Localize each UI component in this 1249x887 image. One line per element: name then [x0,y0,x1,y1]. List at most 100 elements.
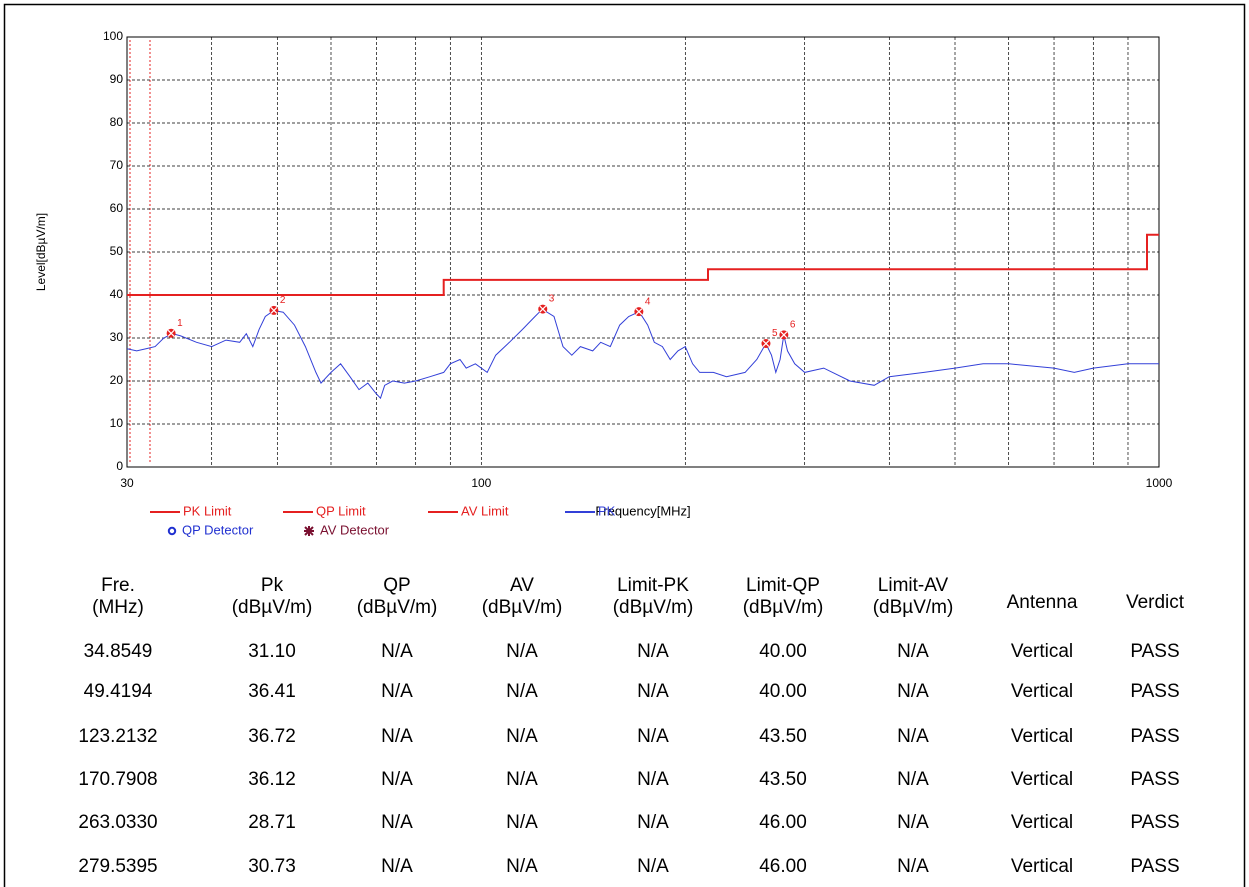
table-cell: N/A [381,726,413,747]
peak-marker [761,339,771,349]
legend-label: AV Limit [461,503,509,518]
legend-swatch [167,526,177,536]
table-cell: N/A [381,641,413,662]
legend-label: PK Limit [183,503,232,518]
series-line [127,233,1159,296]
table-cell: 34.8549 [84,641,153,662]
table-cell: Vertical [1011,641,1073,662]
table-cell: N/A [637,681,669,702]
peak-marker-label: 6 [790,320,796,331]
table-cell: 46.00 [759,812,807,833]
x-axis-label: Frequency[MHz] [595,503,690,518]
table-cell: 36.41 [248,681,296,702]
table-cell: PASS [1130,641,1179,662]
table-cell: 28.71 [248,812,296,833]
table-cell: Vertical [1011,812,1073,833]
peak-marker-label: 4 [645,296,651,307]
table-cell: N/A [897,812,929,833]
table-cell: 123.2132 [78,726,157,747]
y-tick-label: 60 [110,201,124,215]
table-cell: Vertical [1011,726,1073,747]
table-cell: N/A [381,681,413,702]
table-header: Limit-PK [617,575,689,596]
y-tick-label: 30 [110,330,124,344]
y-tick-label: 50 [110,244,124,258]
table-cell: 49.4194 [84,681,153,702]
table-cell: N/A [506,812,538,833]
table-cell: Vertical [1011,681,1073,702]
x-tick-label: 1000 [1146,476,1173,490]
peak-marker-cross [635,308,643,316]
table-cell: 40.00 [759,641,807,662]
table-cell: PASS [1130,856,1179,877]
y-tick-label: 40 [110,287,124,301]
table-cell: 36.12 [248,769,296,790]
table-cell: N/A [381,769,413,790]
peak-marker-label: 3 [549,294,555,305]
peak-marker [634,307,644,317]
table-cell: N/A [637,769,669,790]
table-cell: 43.50 [759,726,807,747]
table-cell: N/A [506,641,538,662]
x-tick-label: 100 [471,476,491,490]
table-header: (MHz) [92,597,144,618]
legend-swatch [304,526,314,536]
y-tick-label: 20 [110,373,124,387]
table-header: Verdict [1126,592,1185,613]
table-cell: N/A [506,769,538,790]
table-cell: N/A [506,726,538,747]
legend-label: QP Detector [182,522,254,537]
table-cell: 263.0330 [78,812,157,833]
y-tick-label: 100 [103,29,123,43]
table-header: Pk [261,575,284,596]
peak-marker-cross [539,305,547,313]
peak-marker [166,328,176,338]
peak-marker-label: 1 [177,318,183,329]
table-cell: N/A [897,856,929,877]
y-tick-label: 70 [110,158,124,172]
table-header: (dBµV/m) [232,597,313,618]
frame [3,3,1246,887]
table-cell: N/A [637,641,669,662]
x-tick-label: 30 [120,476,134,490]
table-cell: PASS [1130,726,1179,747]
table-cell: 31.10 [248,641,296,662]
peak-marker-cross [270,307,278,314]
y-axis-label: Level[dBµV/m] [34,213,48,291]
table-cell: N/A [897,641,929,662]
table-header: (dBµV/m) [482,597,563,618]
table-header: Limit-QP [746,575,820,596]
table-cell: N/A [637,856,669,877]
y-tick-label: 10 [110,416,124,430]
table-cell: N/A [506,856,538,877]
table-header: (dBµV/m) [357,597,438,618]
peak-marker-cross [780,331,788,339]
table-cell: 46.00 [759,856,807,877]
legend-label: AV Detector [320,522,390,537]
peak-marker [538,304,548,314]
legend-label: PK [598,503,616,518]
y-tick-label: 80 [110,115,124,129]
legend-label: QP Limit [316,503,366,518]
table-cell: N/A [381,812,413,833]
table-header: Limit-AV [878,575,949,596]
peak-marker-label: 5 [772,328,778,339]
table-header: Fre. [101,575,135,596]
table-cell: PASS [1130,769,1179,790]
peak-marker [269,305,279,315]
table-header: (dBµV/m) [743,597,824,618]
table-cell: PASS [1130,812,1179,833]
table-cell: N/A [506,681,538,702]
table-cell: Vertical [1011,769,1073,790]
peak-marker [779,330,789,340]
table-header: (dBµV/m) [613,597,694,618]
table-cell: 279.5395 [78,856,157,877]
table-cell: 40.00 [759,681,807,702]
table-cell: 30.73 [248,856,296,877]
table-header: AV [510,575,534,596]
table-cell: PASS [1130,681,1179,702]
table-header: Antenna [1007,592,1078,613]
table-cell: 36.72 [248,726,296,747]
